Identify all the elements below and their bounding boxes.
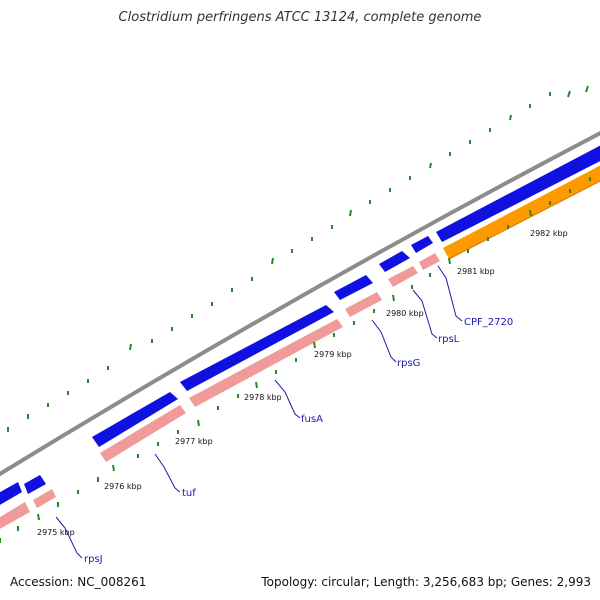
kbp-label-2977: 2977 kbp <box>175 437 213 446</box>
gene-arrow-rpsG[interactable] <box>334 275 373 300</box>
cds-bar-rpsJ-region[interactable] <box>0 502 30 530</box>
cds-track <box>0 253 440 530</box>
topology-text: Topology: circular; Length: 3,256,683 bp… <box>261 575 591 589</box>
cds-bar-rpsJ[interactable] <box>33 489 56 508</box>
kbp-label-2982: 2982 kbp <box>530 229 568 238</box>
gene-leader-lines <box>55 265 463 559</box>
gene-arrow-rpsL[interactable] <box>379 251 410 272</box>
cds-bar-rpsG[interactable] <box>345 292 382 317</box>
gene-arrow-cpf2720[interactable] <box>411 236 433 253</box>
gene-label-rpsJ[interactable]: rpsJ <box>84 554 103 565</box>
gene-label-tuf[interactable]: tuf <box>182 488 196 499</box>
outer-dotted-ring <box>7 85 589 432</box>
cds-bar-rpsL[interactable] <box>388 266 418 287</box>
gene-labels: rpsJ tuf fusA rpsG rpsL CPF_2720 <box>84 317 513 565</box>
rna-bar-orange-edge <box>448 180 600 260</box>
kbp-label-2978: 2978 kbp <box>244 393 282 402</box>
gene-arrow-rpsJ[interactable] <box>24 475 46 494</box>
kbp-label-2980: 2980 kbp <box>386 309 424 318</box>
kbp-label-2979: 2979 kbp <box>314 350 352 359</box>
genome-backbone <box>0 130 600 477</box>
cds-bar-fusA[interactable] <box>189 319 343 407</box>
gene-label-cpf2720[interactable]: CPF_2720 <box>464 317 513 328</box>
accession-text: Accession: NC_008261 <box>10 575 147 589</box>
kbp-label-2975: 2975 kbp <box>37 528 75 537</box>
gene-arrow-rpsJ-region[interactable] <box>0 482 22 506</box>
inner-tick-track <box>0 177 591 543</box>
map-title: Clostridium perfringens ATCC 13124, comp… <box>118 10 482 25</box>
gene-label-rpsG[interactable]: rpsG <box>397 358 420 369</box>
gene-arrow-tuf[interactable] <box>92 392 178 447</box>
cds-bar-cpf2720[interactable] <box>419 253 440 270</box>
gene-label-rpsL[interactable]: rpsL <box>438 334 460 345</box>
gene-label-fusA[interactable]: fusA <box>301 414 323 425</box>
gene-arrow-fusA[interactable] <box>180 305 334 391</box>
cds-bar-tuf[interactable] <box>100 405 186 462</box>
kbp-label-2981: 2981 kbp <box>457 267 495 276</box>
forward-gene-track <box>0 143 600 506</box>
gene-arrow-next[interactable] <box>436 143 600 242</box>
kbp-labels: 2975 kbp 2976 kbp 2977 kbp 2978 kbp 2979… <box>37 229 568 537</box>
rna-bar-orange[interactable] <box>443 163 600 259</box>
kbp-label-2976: 2976 kbp <box>104 482 142 491</box>
